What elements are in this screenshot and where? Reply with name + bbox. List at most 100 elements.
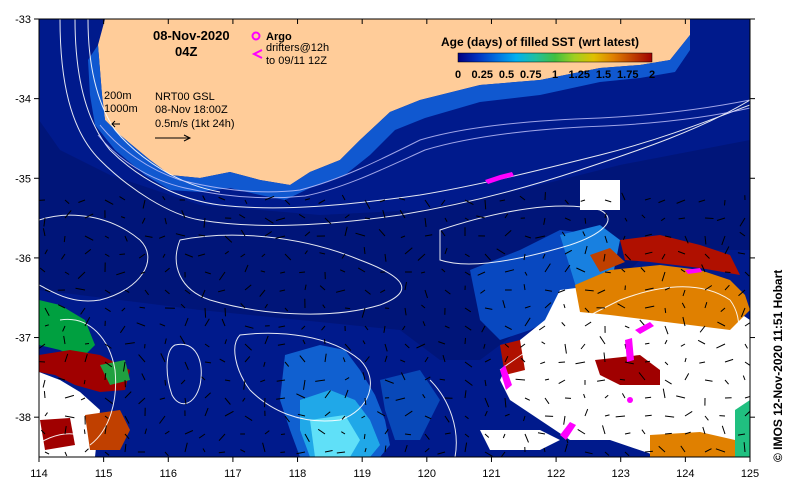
current-vector [680,343,686,347]
current-vector [355,232,366,237]
current-vector [464,217,469,221]
current-vector [738,289,746,297]
current-vector [277,343,286,346]
current-vector [664,339,668,345]
current-vector [684,431,691,435]
current-vector [641,429,646,435]
current-vector [40,429,46,435]
current-vector [198,433,206,439]
current-vector [364,199,371,209]
current-vector [464,271,471,276]
current-vector [421,304,426,309]
current-vector [437,451,446,455]
current-vector [677,250,686,255]
current-vector [280,451,286,453]
sst-patch-red-south [595,355,660,385]
current-vector [264,303,268,309]
current-vector [484,199,487,210]
current-vector [304,433,310,443]
current-vector [404,410,413,417]
current-vector [284,199,291,205]
current-vector [244,284,252,291]
current-vector [424,433,430,440]
current-vector [622,235,626,240]
current-vector [420,271,426,274]
current-vector [319,252,326,255]
coastal-shelf-band [88,35,690,200]
current-vector [299,355,306,363]
current-vector [104,289,111,294]
current-vector [699,325,706,333]
current-vector [362,372,366,381]
current-vector [384,379,394,384]
current-vector [260,379,266,383]
colorbar-tick-label: 0.25 [472,69,493,81]
current-vector [64,415,75,419]
current-vector [39,267,46,273]
current-vector [715,448,726,453]
current-vector [264,397,266,408]
current-vector [244,325,254,329]
current-vector [119,325,126,334]
drifters-sub-label: to 09/11 12Z [266,55,327,67]
current-vector [324,339,326,345]
current-vector [724,271,731,273]
current-vector [500,451,506,457]
current-vector [464,253,470,258]
current-vector [564,343,567,354]
current-vector [324,353,327,363]
current-vector [344,214,350,219]
current-vector [439,378,446,381]
current-vector [721,425,726,435]
current-vector [240,302,246,309]
current-vector [399,209,406,219]
current-vector [164,430,170,435]
current-vector [404,343,410,349]
current-vector [164,267,170,273]
current-vector [644,287,654,291]
shelf-contours [97,99,750,199]
y-axis: -33 -34 -35 -36 -37 -38 [15,14,755,424]
current-vector [124,433,130,440]
vector-scale-label: 0.5m/s (1kt 24h) [155,118,234,130]
current-vector [201,289,206,299]
current-vector [198,234,206,237]
current-vector [520,343,526,348]
current-vector [104,397,113,405]
current-vector [603,352,606,363]
current-vector [682,289,686,297]
current-vector [162,196,166,201]
current-vector [535,235,546,239]
current-vector [483,343,486,349]
current-vector [744,322,750,327]
current-vector [123,361,126,372]
contour-200m-label: 200m [104,90,132,102]
current-vector [422,321,426,327]
current-vector [364,397,367,406]
current-vector [243,379,246,390]
current-vector [384,355,388,363]
colorbar-tick-label: 1.25 [569,69,590,81]
current-vector [244,264,249,273]
current-vector [44,307,50,316]
current-vector [440,199,446,206]
current-vector [218,433,226,442]
current-vector [621,192,626,201]
current-vector [344,307,351,310]
sst-patch-midblue [380,370,440,440]
current-vector [184,317,189,327]
current-vector [603,253,606,262]
model-name: NRT00 GSL [155,91,215,103]
current-vector [244,343,252,351]
current-vector [204,271,211,275]
current-vector [744,395,750,399]
current-vector [584,321,592,327]
current-vector [84,213,94,219]
current-vector [136,322,146,327]
current-vector [84,354,88,363]
current-vector [641,214,646,219]
current-vector [162,253,166,258]
current-vector [701,264,706,273]
current-vector [444,415,450,423]
